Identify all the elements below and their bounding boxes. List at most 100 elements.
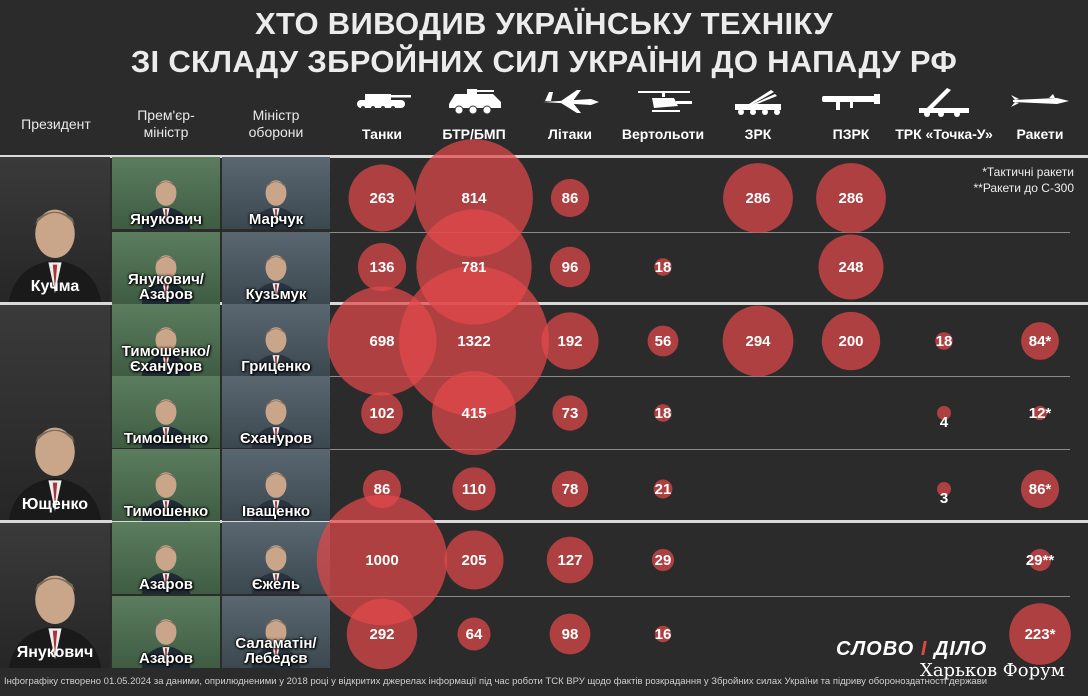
bubble-label: 223* — [1025, 626, 1056, 643]
defense-minister-photo: Єхануров — [222, 376, 330, 448]
bubble-label: 1322 — [457, 333, 490, 350]
bubble-apc-row5 — [444, 530, 504, 590]
defense-minister-name: Гриценко — [241, 358, 311, 375]
bubble-label: 192 — [557, 333, 582, 350]
bubble-label: 102 — [369, 405, 394, 422]
bubble-jet-row2 — [541, 312, 599, 370]
apc-icon — [449, 89, 501, 115]
pm-name: Тимошенко — [123, 503, 209, 520]
category-header-2: Літаки — [548, 126, 592, 142]
defense-minister-name: Іващенко — [241, 503, 311, 520]
bubble-label: 781 — [461, 259, 486, 276]
bubble-label: 98 — [562, 626, 579, 643]
president-separator — [0, 155, 1088, 158]
bubble-label: 73 — [562, 405, 579, 422]
manpads-icon — [822, 94, 880, 110]
bubble-label: 127 — [557, 552, 582, 569]
bubble-tochka-row2 — [935, 332, 953, 350]
logo-word-right: ДІЛО — [933, 638, 988, 660]
bubble-helicopter-row4 — [653, 479, 673, 499]
bubble-missile-row6 — [1009, 603, 1071, 665]
defense-minister-name: Кузьмук — [245, 286, 307, 303]
bubble-label: 86 — [562, 190, 579, 207]
row-separator — [330, 596, 1070, 597]
row-separator — [330, 376, 1070, 377]
bubble-label: 96 — [562, 259, 579, 276]
bubble-tank-row0 — [348, 164, 416, 232]
bubble-label: 86* — [1029, 481, 1052, 498]
defense-minister-name: Єжель — [251, 576, 301, 593]
bubble-tochka-row3 — [937, 406, 951, 420]
pm-header-line1: Прем'єр- — [137, 107, 195, 123]
bubble-label: 286 — [838, 190, 863, 207]
bubble-label: 56 — [655, 333, 672, 350]
helicopter-icon — [638, 91, 692, 112]
pm-name: Янукович/ Азаров — [128, 271, 204, 303]
watermark: Харьков Форум — [920, 660, 1065, 681]
pm-column-header: Прем'єр- міністр — [137, 107, 195, 141]
pm-photo: Тимошенко — [112, 376, 220, 448]
bubble-jet-row0 — [550, 178, 590, 218]
bubble-sam-row2 — [722, 305, 794, 377]
defense-minister-photo: Саламатін/ Лебедєв — [222, 596, 330, 668]
bubble-sam-row0 — [723, 163, 793, 233]
bubble-label: 18 — [655, 259, 672, 276]
missile-icon — [1011, 94, 1069, 107]
defense-minister-photo: Єжель — [222, 522, 330, 594]
bubble-label: 263 — [369, 190, 394, 207]
pm-name: Тимошенко — [123, 430, 209, 447]
bubble-label: 1000 — [365, 552, 398, 569]
bubble-label: 200 — [838, 333, 863, 350]
category-header-5: ПЗРК — [832, 126, 870, 142]
defense-minister-name: Єхануров — [239, 430, 313, 447]
bubble-tank-row4 — [362, 469, 402, 509]
bubble-manpads-row2 — [821, 311, 881, 371]
president-column-header: Президент — [21, 116, 91, 132]
mod-header-line2: оборони — [248, 124, 304, 140]
bubble-label: 4 — [940, 414, 949, 431]
bubble-tank-row3 — [361, 392, 403, 434]
bubble-label: 136 — [369, 259, 394, 276]
jet-icon — [543, 90, 599, 113]
bubble-label: 292 — [369, 626, 394, 643]
pm-photo: Янукович/ Азаров — [112, 232, 220, 304]
bubble-label: 21 — [655, 481, 672, 498]
bubble-label: 814 — [461, 190, 487, 207]
bubble-tank-row5 — [316, 494, 448, 626]
defense-minister-photo: Кузьмук — [222, 232, 330, 304]
bubble-jet-row6 — [549, 613, 591, 655]
bubble-apc-row4 — [452, 467, 496, 511]
bubble-apc-row1 — [416, 209, 532, 325]
pm-name: Азаров — [139, 650, 193, 667]
bubble-manpads-row1 — [818, 234, 884, 300]
logo-word-left: СЛОВО — [836, 638, 915, 660]
mod-header-line1: Міністр — [252, 107, 300, 123]
source-footer: Інфографіку створено 01.05.2024 за даним… — [4, 676, 988, 687]
bubble-label: 16 — [655, 626, 672, 643]
bubble-label: 3 — [940, 490, 948, 507]
president-separator — [0, 520, 1088, 523]
category-header-6: ТРК «Точка-У» — [895, 126, 993, 142]
bubble-helicopter-row6 — [654, 625, 672, 643]
title-line-1: ХТО ВИВОДИВ УКРАЇНСЬКУ ТЕХНІКУ — [255, 6, 833, 41]
bubble-jet-row4 — [551, 470, 589, 508]
bubble-label: 248 — [838, 259, 863, 276]
defense-minister-photo: Гриценко — [222, 304, 330, 376]
bubble-manpads-row0 — [816, 163, 886, 233]
bubble-helicopter-row5 — [651, 548, 675, 572]
category-header-4: ЗРК — [744, 126, 772, 142]
bubble-label: 415 — [461, 405, 486, 422]
president-name: Кучма — [30, 278, 80, 295]
bubble-missile-row3 — [1032, 405, 1048, 421]
president-photo — [0, 157, 110, 302]
pm-photo: Янукович — [112, 157, 220, 229]
president-name: Янукович — [16, 644, 94, 661]
title-line-2: ЗІ СКЛАДУ ЗБРОЙНИХ СИЛ УКРАЇНИ ДО НАПАДУ… — [130, 44, 958, 79]
bubble-missile-row5 — [1028, 548, 1052, 572]
tochka-icon — [919, 88, 969, 117]
footnote-tactical: *Тактичні ракети — [982, 165, 1074, 179]
bubble-helicopter-row1 — [654, 258, 672, 276]
slovo-i-dilo-logo: СЛОВО І ДІЛО — [836, 638, 987, 661]
category-header-1: БТР/БМП — [442, 126, 506, 142]
